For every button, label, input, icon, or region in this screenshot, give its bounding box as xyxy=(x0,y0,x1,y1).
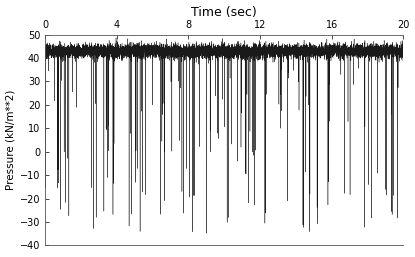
Y-axis label: Pressure (kN/m**2): Pressure (kN/m**2) xyxy=(5,90,15,190)
X-axis label: Time (sec): Time (sec) xyxy=(191,6,257,19)
